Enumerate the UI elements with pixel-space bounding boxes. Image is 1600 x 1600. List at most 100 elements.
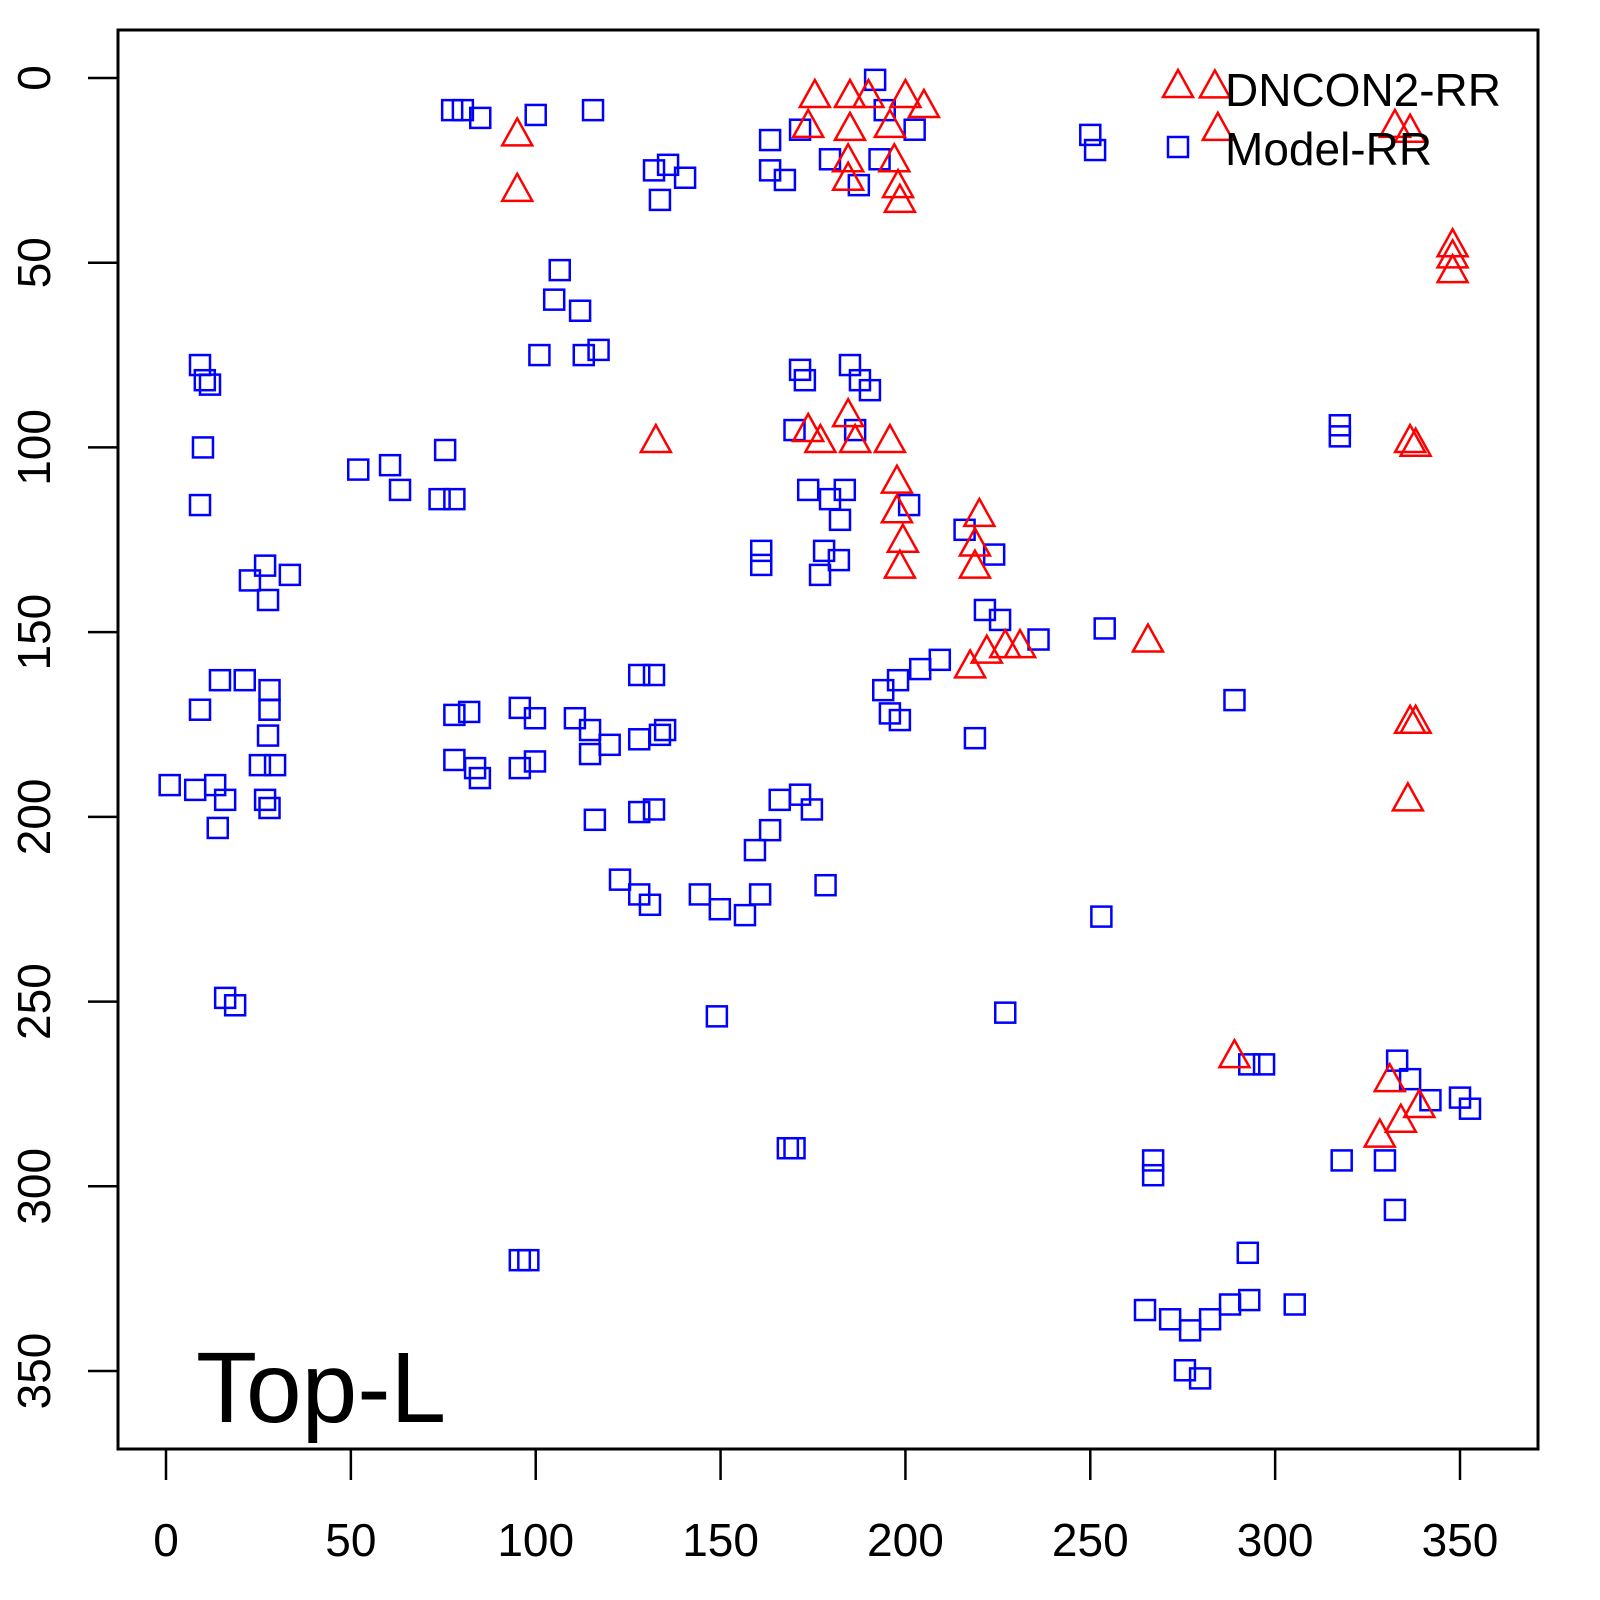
- model-rr-point: [206, 816, 230, 840]
- dncon2-rr-point: [879, 492, 915, 524]
- model-rr-point: [1398, 1067, 1422, 1091]
- model-rr-point: [508, 756, 532, 780]
- model-rr-point: [796, 478, 820, 502]
- model-rr-point: [1373, 1149, 1397, 1172]
- x-axis: 0 50 100 150 200 250 300 350: [153, 1447, 1499, 1566]
- model-rr-point: [1141, 1149, 1165, 1172]
- model-rr-point: [1330, 1149, 1353, 1172]
- model-rr-point: [743, 838, 767, 862]
- model-rr-point: [788, 783, 812, 806]
- dncon2-rr-point: [877, 141, 912, 173]
- model-rr-point: [758, 818, 782, 842]
- dncon2-rr-point: [1372, 1061, 1407, 1093]
- model-rr-point: [440, 98, 464, 122]
- model-rr-point: [768, 788, 791, 812]
- model-rr-point: [1198, 1308, 1222, 1331]
- data-marks: [158, 67, 1482, 1390]
- model-rr-point: [814, 873, 837, 897]
- model-rr-point: [783, 1136, 806, 1160]
- model-rr-point: [1383, 1198, 1407, 1222]
- dncon2-rr-point: [830, 396, 866, 428]
- model-rr-point: [517, 1248, 540, 1272]
- model-rr-point: [457, 700, 481, 724]
- dncon2-rr-point: [1402, 1087, 1437, 1119]
- model-rr-point: [928, 648, 952, 672]
- model-rr-point: [688, 883, 712, 906]
- model-rr-point: [1141, 1163, 1165, 1187]
- model-rr-point: [213, 788, 237, 812]
- model-rr-point: [1328, 425, 1352, 448]
- model-rr-point: [808, 563, 832, 587]
- y-tick-label: 0: [8, 65, 60, 91]
- x-tick-label: 250: [1052, 1514, 1129, 1566]
- model-rr-point: [788, 118, 812, 141]
- model-rr-point: [908, 657, 932, 681]
- model-rr-point: [1188, 1367, 1212, 1390]
- dncon2-rr-point: [1390, 780, 1425, 812]
- plot-frame: [116, 28, 1540, 1451]
- dncon2-rr-point: [957, 525, 993, 557]
- legend-label-model: Model-RR: [1225, 123, 1432, 175]
- model-rr-point: [1236, 1241, 1260, 1265]
- model-rr-point: [1027, 628, 1050, 651]
- model-rr-point: [523, 750, 547, 773]
- model-rr-point: [583, 808, 607, 832]
- model-rr-point: [833, 478, 857, 502]
- y-tick-label: 350: [8, 1333, 60, 1410]
- annotation-top-l: Top-L: [196, 1332, 446, 1444]
- model-rr-point: [1090, 905, 1113, 928]
- model-rr-point: [388, 478, 412, 502]
- model-rr-point: [193, 368, 217, 392]
- y-tick-label: 300: [8, 1148, 60, 1225]
- dncon2-rr-point: [882, 182, 918, 214]
- x-tick-label: 200: [867, 1514, 944, 1566]
- x-tick-label: 350: [1422, 1514, 1499, 1566]
- model-rr-point: [443, 748, 466, 772]
- dncon2-rr-point: [880, 167, 916, 199]
- dncon2-rr-point: [791, 411, 826, 443]
- model-rr-point: [183, 778, 207, 802]
- model-rr-point: [1252, 1053, 1276, 1076]
- dncon2-rr-point: [957, 548, 993, 579]
- model-rr-point: [258, 678, 281, 702]
- dncon2-rr-point: [1392, 703, 1428, 735]
- model-rr-point: [656, 153, 680, 177]
- model-rr-point: [749, 539, 773, 563]
- model-rr-point: [258, 698, 281, 721]
- dncon2-rr-point: [882, 548, 918, 579]
- dncon2-rr-point: [832, 110, 868, 142]
- model-rr-point: [888, 708, 912, 732]
- model-rr-point: [263, 753, 287, 777]
- y-tick-label: 250: [8, 963, 60, 1040]
- model-rr-point: [542, 288, 566, 311]
- model-rr-point: [1218, 1293, 1242, 1316]
- model-rr-point: [443, 487, 466, 511]
- model-rr-point: [748, 883, 772, 906]
- model-rr-point: [378, 453, 402, 477]
- model-rr-point: [563, 706, 587, 730]
- model-rr-point: [638, 893, 662, 917]
- dncon2-rr-point: [1200, 110, 1235, 142]
- model-rr-point: [468, 766, 492, 790]
- dncon2-rr-point: [500, 171, 535, 203]
- model-rr-point: [347, 458, 370, 481]
- dncon2-rr-point: [872, 422, 908, 454]
- model-rr-point: [776, 1136, 800, 1160]
- model-rr-point: [188, 353, 212, 377]
- dncon2-rr-point: [1377, 107, 1413, 139]
- y-tick-label: 200: [8, 778, 60, 855]
- model-rr-point: [642, 159, 666, 182]
- model-rr-point: [223, 994, 247, 1017]
- model-rr-point: [528, 343, 551, 367]
- model-rr-point: [1093, 617, 1116, 640]
- x-tick-label: 300: [1237, 1514, 1314, 1566]
- model-rr-point: [598, 733, 621, 757]
- model-rr-point: [508, 1248, 532, 1272]
- model-rr-point: [843, 418, 867, 442]
- model-rr-point: [208, 668, 232, 692]
- dncon2-rr-point: [885, 522, 920, 554]
- model-rr-point: [627, 800, 651, 824]
- model-rr-point: [433, 438, 457, 462]
- model-rr-point: [428, 487, 451, 511]
